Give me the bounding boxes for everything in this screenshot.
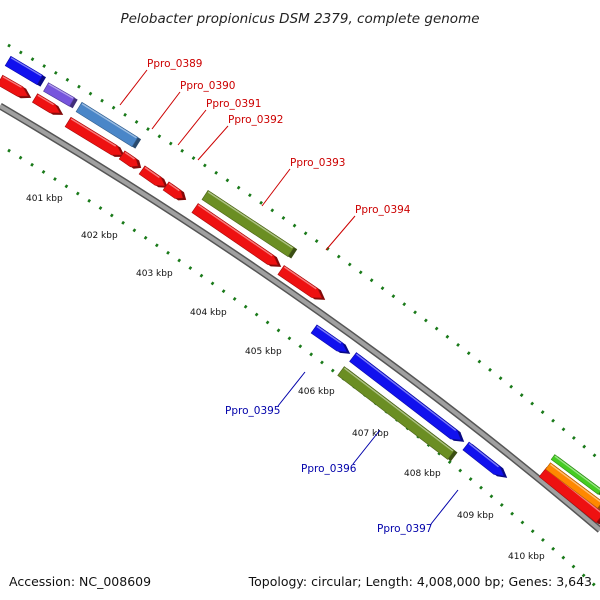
gene-label-ppro_0391: Ppro_0391 (177, 98, 261, 146)
gene-label-ppro_0393: Ppro_0393 (261, 157, 345, 207)
feature-lightblue-0 (75, 101, 142, 149)
accession-text: Accession: NC_008609 (9, 574, 151, 589)
map-title: Pelobacter propionicus DSM 2379, complet… (120, 11, 479, 27)
gene-label-text: Ppro_0389 (147, 58, 202, 70)
feature-blue-3 (462, 441, 508, 478)
gene-label-text: Ppro_0397 (377, 523, 432, 535)
gene-label-text: Ppro_0395 (225, 405, 280, 417)
gene-label-ppro_0389: Ppro_0389 (119, 58, 202, 106)
tick-label: 410 kbp (508, 552, 545, 562)
gene-label-text: Ppro_0391 (206, 98, 261, 110)
tick-label: 402 kbp (81, 231, 118, 241)
gene-label-ppro_0390: Ppro_0390 (151, 80, 235, 130)
feature-red-5 (162, 181, 187, 201)
gene-label-ppro_0394: Ppro_0394 (325, 204, 411, 251)
gene-label-text: Ppro_0390 (180, 80, 235, 92)
feature-red-3 (118, 150, 142, 169)
genome-backbone (0, 102, 600, 533)
gene-label-ppro_0395: Ppro_0395 (225, 371, 306, 417)
tick-label: 405 kbp (245, 347, 282, 357)
gene-label-ppro_0396: Ppro_0396 (301, 429, 381, 475)
gene-label-ppro_0397: Ppro_0397 (377, 489, 459, 535)
tick-label: 406 kbp (298, 387, 335, 397)
gene-label-text: Ppro_0396 (301, 463, 357, 475)
tick-label: 409 kbp (457, 511, 494, 521)
gene-label-text: Ppro_0393 (290, 157, 345, 169)
feature-blue-0 (4, 55, 46, 87)
feature-red-4 (138, 165, 169, 188)
feature-red-6 (191, 203, 282, 267)
tick-label: 408 kbp (404, 469, 441, 479)
feature-purple-0 (43, 82, 78, 109)
tick-label: 401 kbp (26, 194, 63, 204)
tick-label: 404 kbp (190, 308, 227, 318)
feature-olive-0 (201, 189, 298, 259)
gene-labels: Ppro_0389 Ppro_0390 Ppro_0391 Ppro_0392 Ppro… (119, 58, 459, 535)
tick-label: 407 kbp (352, 429, 389, 439)
feature-red-0 (0, 74, 32, 99)
gene-label-text: Ppro_0394 (355, 204, 411, 216)
feature-blocks (0, 55, 600, 525)
tick-ring-0 (7, 43, 600, 462)
feature-orange-0 (545, 462, 600, 510)
tick-labels: 401 kbp 402 kbp 403 kbp 404 kbp 405 kbp 406 k… (26, 194, 545, 562)
feature-red-7 (277, 265, 326, 300)
tick-ring-1 (7, 148, 600, 592)
gene-label-ppro_0392: Ppro_0392 (197, 114, 283, 161)
feature-olive-1 (337, 366, 458, 462)
feature-blue-2 (349, 352, 465, 442)
tick-ring-group (7, 43, 600, 592)
feature-blue-1 (310, 324, 351, 354)
genome-summary-text: Topology: circular; Length: 4,008,000 bp… (248, 574, 592, 589)
tick-label: 403 kbp (136, 269, 173, 279)
feature-red-2 (64, 116, 126, 157)
gene-label-text: Ppro_0392 (228, 114, 283, 126)
feature-green-0 (550, 454, 600, 496)
feature-red-1 (31, 93, 64, 115)
